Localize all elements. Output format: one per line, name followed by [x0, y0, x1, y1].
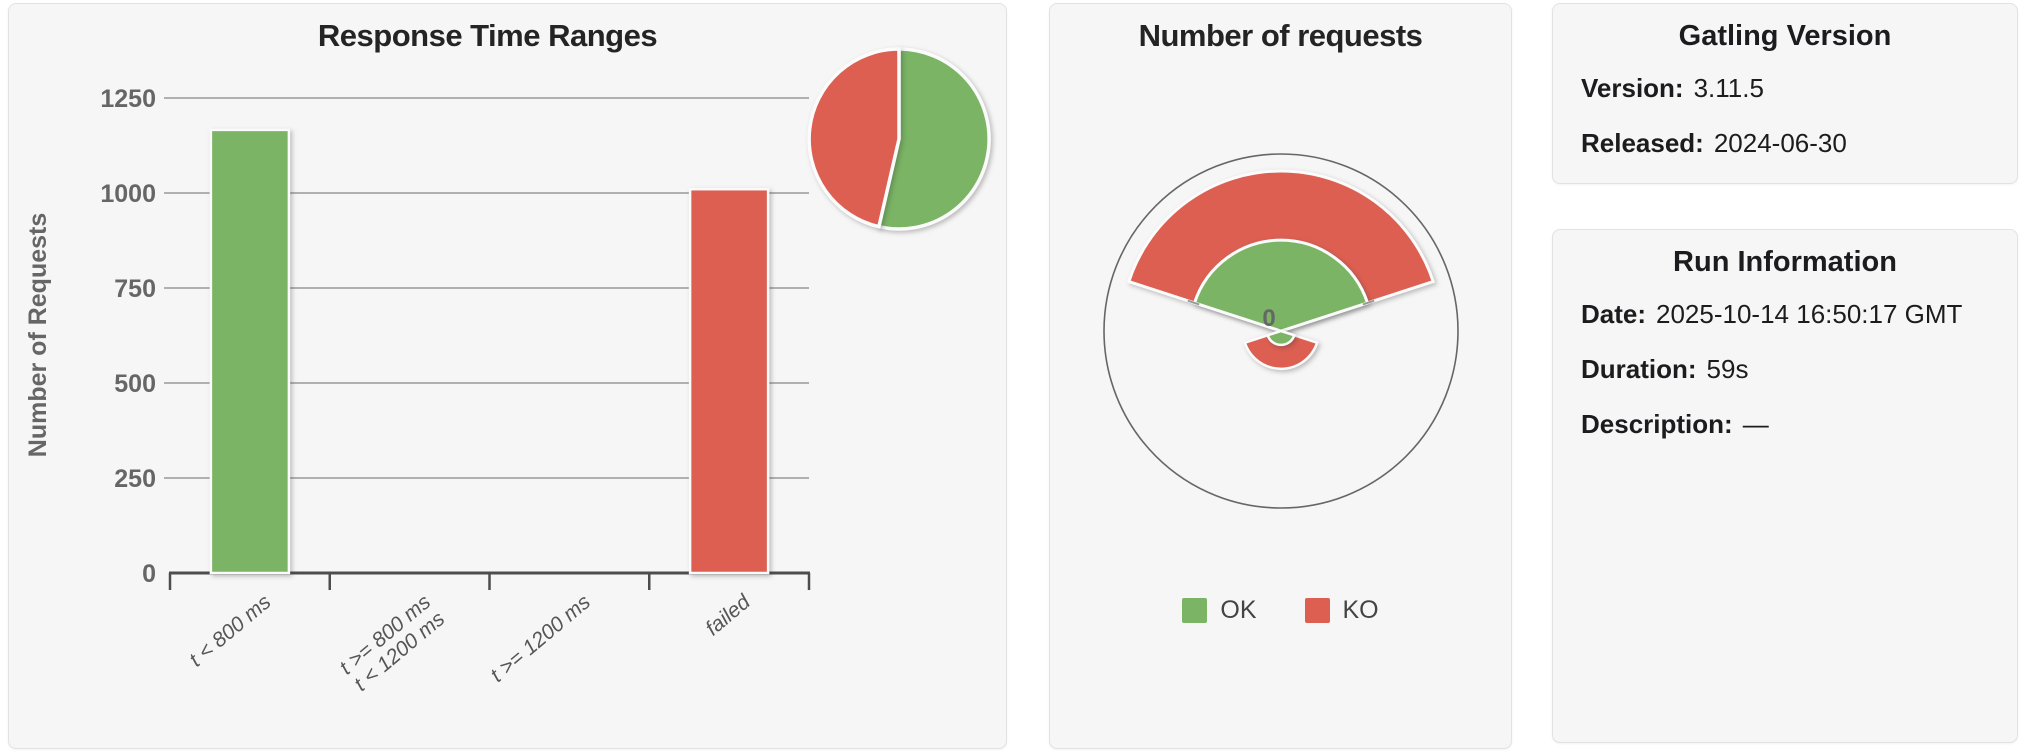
gauge-bottom-wedge-ok: [1266, 329, 1296, 347]
run-information-panel: Run Information Date: 2025-10-14 16:50:17…: [1552, 229, 2018, 743]
response-time-ranges-title: Response Time Ranges: [317, 18, 658, 53]
run-information-title: Run Information: [1673, 246, 1897, 278]
x-category-label: t < 800 ms: [185, 590, 276, 671]
description-label: Description:: [1581, 409, 1733, 439]
x-category-label: t >= 1200 ms: [486, 590, 595, 687]
y-tick-label: 1250: [100, 85, 156, 113]
ok-legend-label: OK: [1220, 596, 1257, 624]
gauge-outer-ring: [1103, 153, 1459, 509]
number-of-requests-gauge-chart[interactable]: 0: [1050, 4, 1512, 749]
y-tick-label: 250: [114, 465, 156, 493]
number-of-requests-title: Number of requests: [1138, 18, 1423, 53]
duration-label: Duration:: [1581, 354, 1697, 384]
released-label: Released:: [1581, 128, 1704, 158]
bar-0[interactable]: [209, 128, 291, 575]
version-row: Version: 3.11.5: [1581, 73, 1999, 103]
summary-pie-slice-ok[interactable]: [876, 47, 991, 231]
released-row: Released: 2024-06-30: [1581, 128, 1999, 158]
response-time-ranges-panel: 0 250 500 750 1000 1250 Number of Requests t < …: [8, 3, 1007, 749]
y-tick-label: 750: [114, 275, 156, 303]
y-axis-title: Number of Requests: [24, 213, 52, 457]
date-label: Date:: [1581, 299, 1647, 329]
released-value: 2024-06-30: [1713, 128, 1847, 158]
run-information-rows: Date: 2025-10-14 16:50:17 GMT Duration: 59…: [1553, 279, 2017, 439]
legend-item-ko[interactable]: KO: [1304, 596, 1379, 625]
duration-row: Duration: 59s: [1581, 354, 1999, 384]
version-value: 3.11.5: [1693, 73, 1764, 103]
number-of-requests-panel: 0 Number of requests OK KO: [1049, 3, 1512, 749]
legend-item-ok[interactable]: OK: [1182, 596, 1257, 625]
version-label: Version:: [1581, 73, 1684, 103]
y-tick-label: 0: [142, 560, 156, 588]
gauge-bottom-wedge-ko: [1243, 329, 1319, 371]
y-tick-label: 500: [114, 370, 156, 398]
gatling-version-rows: Version: 3.11.5 Released: 2024-06-30: [1553, 53, 2017, 158]
description-row: Description: —: [1581, 409, 1999, 439]
description-value: —: [1742, 409, 1769, 439]
chart-legend: OK KO: [1050, 596, 1511, 625]
ko-legend-swatch: [1304, 598, 1330, 623]
x-category-label: failed: [701, 590, 755, 641]
gatling-version-title: Gatling Version: [1678, 20, 1892, 52]
y-tick-label: 1000: [100, 180, 156, 208]
date-row: Date: 2025-10-14 16:50:17 GMT: [1581, 299, 1999, 329]
date-value: 2025-10-14 16:50:17 GMT: [1656, 299, 1963, 329]
duration-value: 59s: [1706, 354, 1749, 384]
x-category-label: t >= 800 mst < 1200 ms: [335, 590, 449, 696]
ko-legend-label: KO: [1342, 596, 1379, 624]
gatling-version-panel: Gatling Version Version: 3.11.5 Released:…: [1552, 3, 2018, 184]
ok-legend-swatch: [1182, 598, 1208, 623]
bar-3[interactable]: [688, 187, 770, 575]
gauge-fan-ok[interactable]: [1192, 238, 1370, 333]
response-time-ranges-chart[interactable]: 0 250 500 750 1000 1250 Number of Requests t < …: [9, 4, 1007, 749]
summary-pie-slice-ko[interactable]: [807, 47, 901, 229]
gauge-zero-label: 0: [1262, 305, 1275, 332]
